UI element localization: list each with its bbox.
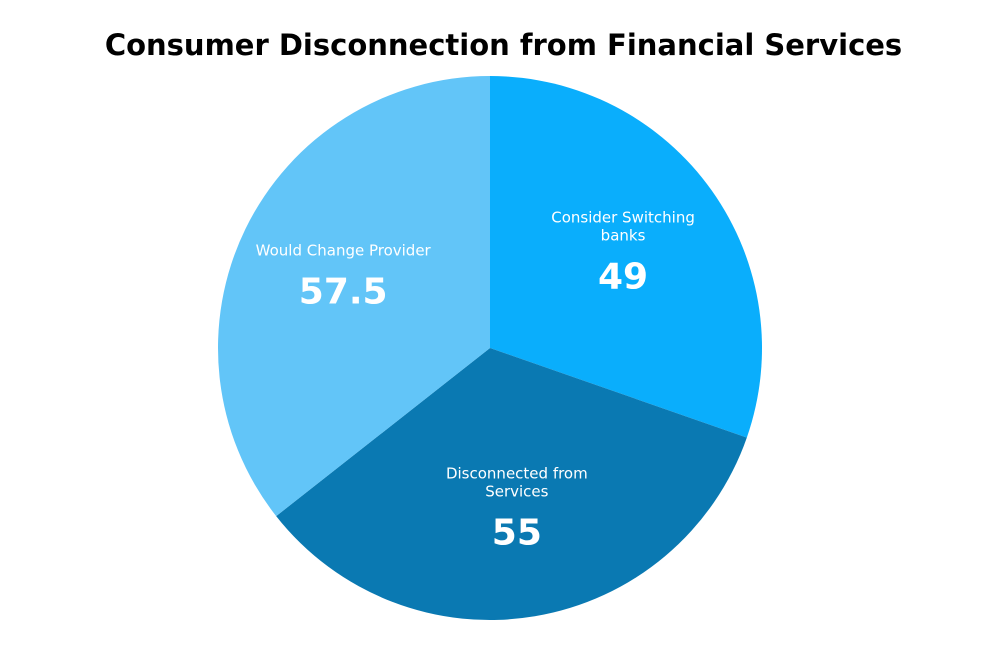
slice-label: Consider Switching banks 49 xyxy=(533,209,713,298)
chart-title: Consumer Disconnection from Financial Se… xyxy=(104,28,903,62)
slice-value: 49 xyxy=(597,256,649,298)
pie-slice xyxy=(276,348,747,620)
pie-slice xyxy=(490,76,762,438)
slice-value: 57.5 xyxy=(298,271,388,313)
slice-label: Disconnected from Services 55 xyxy=(427,464,607,553)
slice-label: Would Change Provider 57.5 xyxy=(253,241,433,312)
slice-name: Would Change Provider xyxy=(255,241,431,260)
pie-slice xyxy=(218,76,490,517)
slice-name: Consider Switching banks xyxy=(551,208,695,245)
slice-value: 55 xyxy=(491,512,542,554)
slice-name: Disconnected from Services xyxy=(445,464,588,501)
